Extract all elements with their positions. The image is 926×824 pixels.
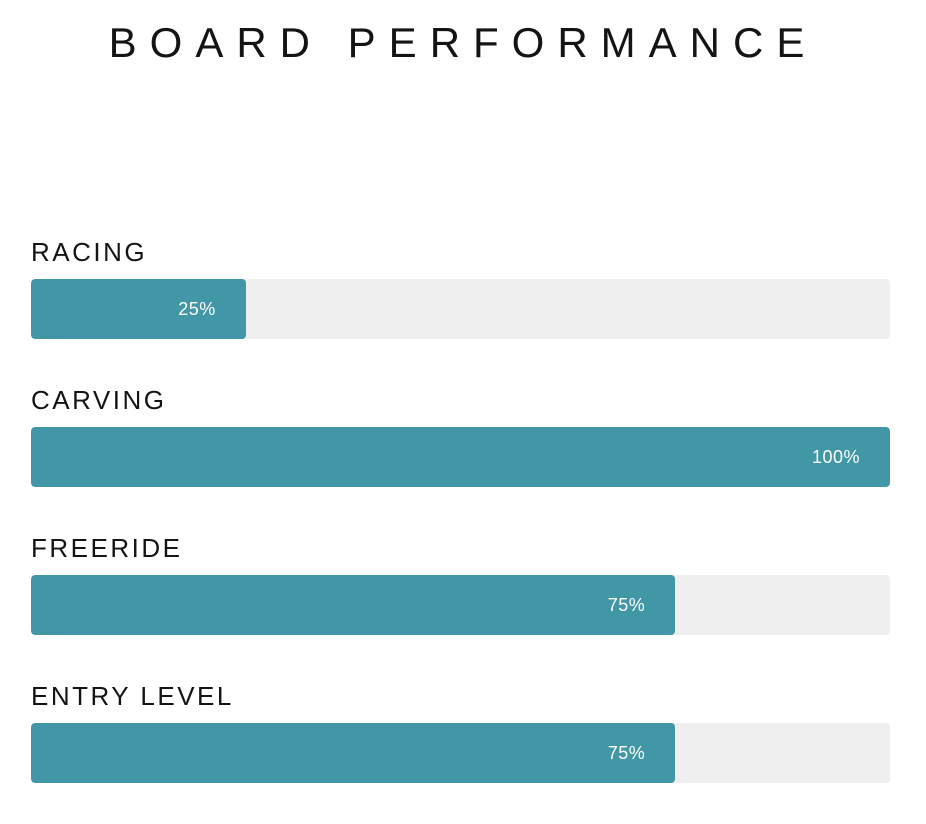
bar-row: FREERIDE 75%	[31, 533, 890, 636]
bar-category-label: RACING	[31, 237, 148, 268]
bar-fill: 75%	[31, 723, 676, 784]
page-title: BOARD PERFORMANCE	[108, 19, 818, 66]
bar-fill: 100%	[31, 427, 890, 488]
bar-track: 25%	[31, 279, 890, 340]
bar-track: 100%	[31, 427, 890, 488]
bar-row: RACING 25%	[31, 237, 890, 340]
bar-track: 75%	[31, 575, 890, 636]
bar-category-label: CARVING	[31, 385, 167, 416]
bar-percent-label: 75%	[607, 594, 646, 615]
bar-category-label: FREERIDE	[31, 533, 183, 564]
bar-row: ENTRY LEVEL 75%	[31, 681, 890, 784]
bar-track: 75%	[31, 723, 890, 784]
bar-chart: RACING 25% CARVING 100% FREERIDE 75%	[0, 237, 926, 784]
bar-category-label: ENTRY LEVEL	[31, 681, 234, 712]
bar-percent-label: 100%	[811, 446, 860, 467]
bar-percent-label: 75%	[607, 742, 646, 763]
bar-percent-label: 25%	[178, 298, 216, 319]
bar-row: CARVING 100%	[31, 385, 890, 488]
bar-fill: 25%	[31, 279, 246, 340]
bar-fill: 75%	[31, 575, 676, 636]
